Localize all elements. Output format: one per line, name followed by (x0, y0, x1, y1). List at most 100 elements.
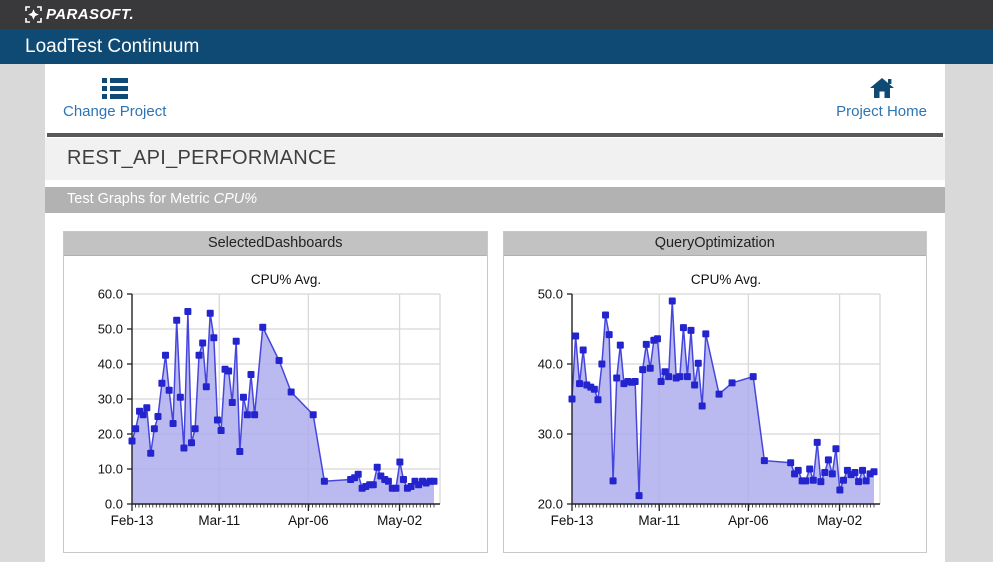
project-home-label: Project Home (836, 103, 927, 120)
x-tick-label: May-02 (817, 513, 862, 528)
data-point-marker (594, 396, 602, 404)
data-point-marker (287, 388, 295, 396)
data-point-marker (309, 411, 317, 419)
data-point-marker (801, 477, 809, 485)
data-point-marker (199, 339, 207, 347)
data-point-marker (794, 466, 802, 474)
data-point-marker (169, 420, 177, 427)
data-point-marker (392, 484, 400, 492)
data-point-marker (683, 373, 691, 381)
chart-card-title: QueryOptimization (503, 232, 926, 256)
data-point-marker (839, 476, 847, 484)
data-point-marker (354, 470, 362, 478)
chart-card-query-optimization: QueryOptimization 20.0 30.0 40.0 50.0 Feb-13… (502, 231, 927, 553)
data-point-marker (173, 316, 181, 324)
data-point-marker (817, 478, 825, 486)
data-point-marker (373, 463, 381, 471)
data-point-marker (821, 469, 829, 476)
data-point-marker (601, 311, 609, 319)
data-point-marker (370, 481, 378, 489)
project-home-link[interactable]: Project Home (836, 76, 927, 120)
data-point-marker (809, 476, 817, 484)
data-point-marker (158, 379, 166, 387)
metric-band: Test Graphs for Metric CPU% (45, 187, 945, 213)
data-point-marker (653, 335, 661, 343)
data-point-marker (165, 386, 173, 394)
y-tick-label: 30.0 (98, 392, 123, 407)
data-point-marker (668, 297, 676, 305)
x-tick-label: Feb-13 (550, 513, 593, 528)
data-point-marker (605, 331, 613, 339)
data-point-marker (571, 332, 579, 340)
data-point-marker (642, 340, 650, 348)
data-point-marker (854, 478, 862, 486)
change-project-link[interactable]: Change Project (63, 76, 166, 120)
main-content: Change Project Project Home REST_API_PER… (45, 64, 945, 562)
y-tick-label: 50.0 (98, 322, 123, 337)
data-point-marker (151, 425, 159, 433)
y-tick-label: 40.0 (537, 357, 562, 372)
data-point-marker (836, 486, 844, 494)
data-point-marker (690, 381, 698, 389)
parasoft-logo-text: PARASOFT. (46, 6, 135, 23)
brand-bar: PARASOFT. (0, 0, 993, 29)
home-icon (869, 78, 894, 98)
data-point-marker (195, 351, 203, 359)
y-tick-label: 30.0 (537, 427, 562, 442)
x-tick-label: May-02 (377, 513, 422, 528)
cpu-avg-chart: 0.0 10.0 20.0 30.0 40.0 50.0 60.0 Feb-13 Mar-11 A… (64, 256, 487, 548)
data-point-marker (698, 402, 706, 410)
data-point-marker (206, 309, 214, 317)
y-tick-label: 50.0 (537, 287, 562, 302)
data-point-marker (396, 458, 404, 466)
chart-canvas: 20.0 30.0 40.0 50.0 Feb-13 Mar-11 Apr-06 May-02… (537, 272, 881, 528)
data-point-marker (214, 416, 222, 424)
data-point-marker (728, 379, 736, 387)
data-point-marker (832, 445, 840, 453)
data-point-marker (749, 373, 757, 381)
data-point-marker (217, 427, 225, 434)
y-tick-label: 60.0 (98, 287, 123, 302)
data-point-marker (702, 330, 710, 338)
data-point-marker (828, 470, 836, 478)
data-point-marker (188, 439, 196, 447)
parasoft-logo-icon (25, 6, 42, 23)
chart-grid: SelectedDashboards 0.0 10.0 20.0 30.0 40.0 50… (45, 213, 945, 553)
chart-card-selected-dashboards: SelectedDashboards 0.0 10.0 20.0 30.0 40.0 50… (63, 231, 488, 553)
metric-band-text: Test Graphs for Metric (67, 191, 210, 207)
data-point-marker (760, 457, 768, 465)
data-point-marker (568, 395, 576, 403)
y-tick-label: 20.0 (537, 497, 562, 512)
page-title: REST_API_PERFORMANCE (67, 147, 337, 169)
data-point-marker (132, 425, 140, 433)
data-point-marker (191, 425, 199, 433)
project-list-icon (101, 78, 128, 99)
app-title: LoadTest Continuum (25, 35, 200, 57)
data-point-marker (177, 393, 185, 401)
data-point-marker (184, 308, 192, 315)
data-point-marker (715, 390, 723, 398)
data-point-marker (579, 346, 587, 354)
section-divider (47, 133, 943, 137)
data-point-marker (676, 373, 684, 381)
y-tick-label: 20.0 (98, 427, 123, 442)
data-point-marker (143, 404, 151, 412)
change-project-label: Change Project (63, 103, 167, 120)
metric-name: CPU% (213, 191, 258, 207)
data-point-marker (128, 437, 136, 445)
data-point-marker (687, 326, 695, 334)
data-point-marker (590, 385, 598, 393)
data-point-marker (616, 341, 624, 349)
data-point-marker (612, 374, 620, 382)
data-point-marker (139, 411, 147, 419)
app-title-bar: LoadTest Continuum (0, 29, 993, 64)
data-point-marker (805, 465, 813, 473)
series-area (571, 301, 874, 504)
data-point-marker (321, 477, 329, 485)
toolbar: Change Project Project Home (45, 64, 945, 133)
data-point-marker (664, 373, 672, 381)
data-point-marker (631, 378, 639, 385)
data-point-marker (244, 411, 252, 419)
data-point-marker (232, 337, 240, 345)
data-point-marker (824, 456, 832, 464)
